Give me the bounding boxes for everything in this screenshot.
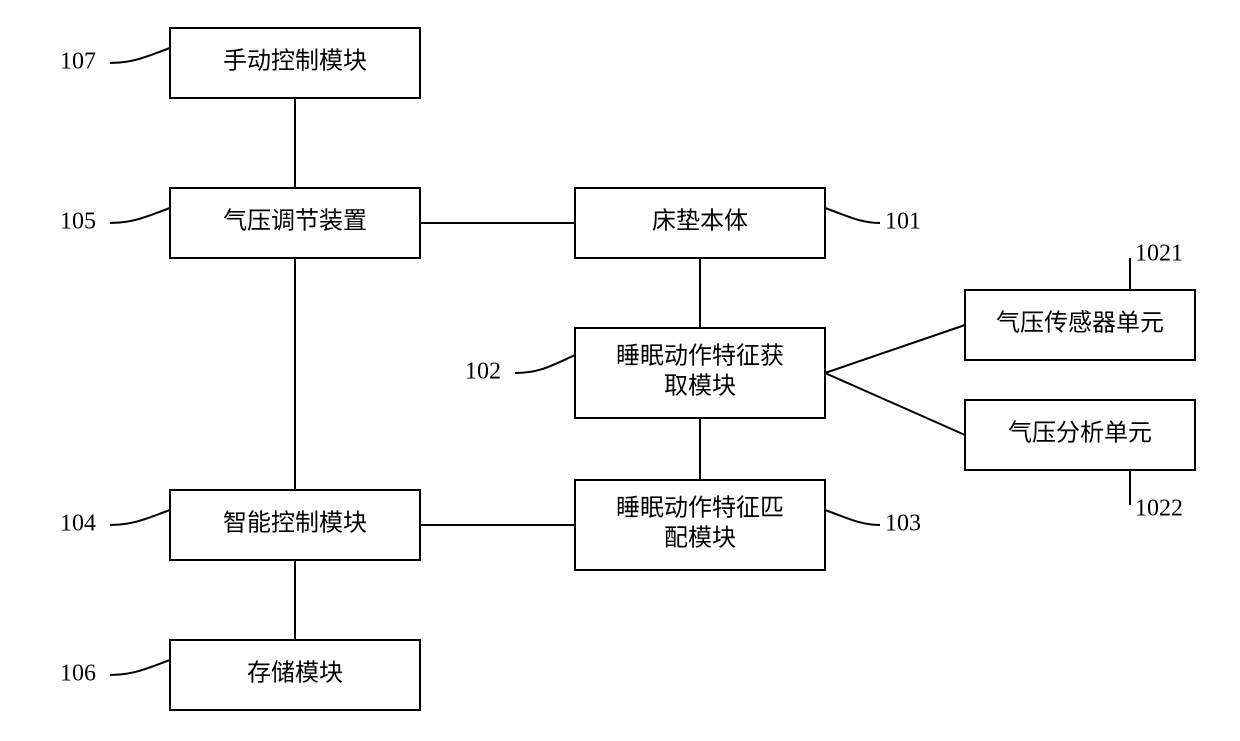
node-n107: 手动控制模块 [170,28,420,98]
node-n101: 床垫本体 [575,188,825,258]
ref-r105: 105 [60,209,96,235]
leader-r104 [110,510,170,525]
ref-r1021: 1021 [1135,241,1183,267]
ref-r104: 104 [60,511,96,537]
node-label: 配模块 [664,525,736,552]
node-n105: 气压调节装置 [170,188,420,258]
node-n102: 睡眠动作特征获取模块 [575,328,825,418]
ref-r103: 103 [885,511,921,537]
node-n1021: 气压传感器单元 [965,290,1195,360]
node-n103: 睡眠动作特征匹配模块 [575,480,825,570]
nodes: 手动控制模块气压调节装置 床垫本体睡眠动作特征获取模块 气压传感器单元气压分析单元智… [170,28,1195,710]
fan-n102-n1021 [825,325,965,373]
node-label: 气压传感器单元 [996,310,1164,337]
ref-r107: 107 [60,49,96,75]
fan-n102-n1022 [825,373,965,435]
node-label: 床垫本体 [652,208,748,235]
leader-r107 [110,48,170,63]
ref-r101: 101 [885,209,921,235]
leader-r103 [825,510,880,525]
leader-r102 [515,355,575,373]
leader-r106 [110,660,170,675]
node-n1022: 气压分析单元 [965,400,1195,470]
node-label: 存储模块 [247,660,343,687]
ref-r106: 106 [60,661,96,687]
leader-r101 [825,208,880,223]
node-label: 智能控制模块 [223,510,367,537]
node-n106: 存储模块 [170,640,420,710]
leader-r105 [110,208,170,223]
ref-r1022: 1022 [1135,496,1183,522]
node-label: 手动控制模块 [223,48,367,75]
ref-r102: 102 [465,359,501,385]
node-label: 气压分析单元 [1008,420,1152,447]
node-label: 睡眠动作特征匹 [616,495,784,522]
node-n104: 智能控制模块 [170,490,420,560]
node-label: 气压调节装置 [223,208,367,235]
block-diagram: 手动控制模块气压调节装置 床垫本体睡眠动作特征获取模块 气压传感器单元气压分析单元智… [0,0,1240,741]
node-label: 睡眠动作特征获 [616,343,784,370]
node-label: 取模块 [664,373,736,400]
